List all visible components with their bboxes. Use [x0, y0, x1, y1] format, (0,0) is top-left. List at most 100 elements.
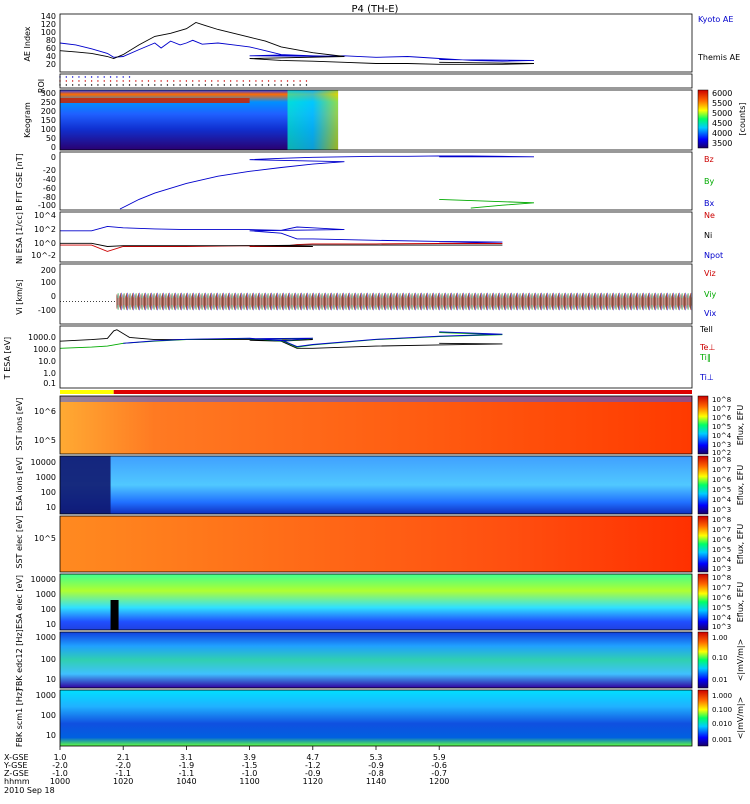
legend-tipar: Ti‖: [699, 353, 711, 362]
roi-dot: [166, 84, 169, 86]
legend-ni: Ni: [704, 231, 712, 240]
roi-dot: [103, 76, 105, 78]
legend-teperp: Te⊥: [699, 343, 715, 352]
roi-dot: [173, 84, 175, 86]
keogram-y-label: Keogram: [23, 102, 32, 138]
roi-dot: [242, 80, 244, 82]
roi-dot: [122, 84, 124, 86]
roi-dot: [90, 80, 93, 82]
fbk1-y-tick: 100: [41, 655, 56, 664]
ae-y-tick: 60: [46, 44, 56, 53]
roi-dot: [65, 76, 68, 78]
fbk2-cbar-tick: 0.010: [712, 720, 732, 728]
keogram-cbar-tick: 5000: [712, 109, 732, 118]
sst-ion-panel: [59, 395, 693, 455]
esa-el-cbar-tick: 10^6: [712, 594, 732, 602]
ae-y-ticks: 140 120 100 80 60 40 20: [41, 12, 56, 69]
roi-dot: [116, 76, 118, 78]
roi-dot: [248, 80, 251, 82]
fbk2-colorbar: [697, 689, 709, 747]
sst-el-spectrogram: [60, 516, 692, 572]
fbk2-y-label: FBK scm1 [Hz]: [15, 689, 24, 747]
esa-el-y-tick: 10: [46, 620, 56, 629]
fbk1-colorbar: [697, 631, 709, 689]
esa-ion-cbar-label: Eflux, EFU: [736, 465, 745, 506]
esa-el-cbar-label: Eflux, EFU: [736, 582, 745, 623]
roi-dot: [274, 84, 276, 86]
mode-strip-fast: [113, 390, 693, 394]
sst-ion-cbar-tick: 10^3: [712, 441, 731, 449]
vi-y-tick: -100: [38, 306, 56, 315]
roi-dot: [255, 80, 257, 82]
esa-el-y-tick: 10000: [31, 575, 56, 584]
roi-dot: [286, 80, 289, 82]
roi-dot: [255, 84, 257, 86]
footer-value: 1120: [303, 777, 323, 786]
esa-ion-cbar-tick: 10^4: [712, 496, 732, 504]
esa-ion-y-tick: 1000: [36, 473, 56, 482]
esa-ion-y-tick: 10: [46, 503, 56, 512]
roi-dot: [217, 80, 219, 82]
bfit-y-tick: -60: [43, 184, 56, 193]
roi-dot: [147, 80, 150, 82]
roi-dot: [71, 80, 74, 82]
sst-el-y-tick: 10^5: [34, 534, 56, 543]
esa-el-y-label: ESA elec [eV]: [15, 575, 24, 629]
vi-y-tick: 100: [41, 278, 56, 287]
roi-dot: [179, 84, 181, 86]
ni-y-tick: 10^0: [34, 239, 56, 248]
sst-ion-cbar-tick: 10^8: [712, 396, 731, 404]
roi-dot: [267, 80, 270, 82]
footer-row-label: Z-GSE: [4, 769, 29, 778]
roi-dot: [78, 76, 80, 78]
ae-series-themis-ae: [59, 22, 535, 65]
roi-dot: [236, 80, 238, 82]
roi-panel: [59, 73, 693, 89]
sst-el-cbar-tick: 10^5: [712, 546, 731, 554]
roi-dot: [71, 76, 74, 78]
footer-value: -0.6: [431, 761, 447, 770]
roi-dot: [198, 84, 200, 86]
fbk2-cbar-tick: 0.001: [712, 736, 732, 744]
roi-dot: [65, 84, 68, 86]
roi-dot: [78, 84, 80, 86]
t-y-ticks: 1000.0 100.0 10.0 1.0 0.1: [28, 333, 56, 388]
fbk1-y-ticks: 1000 100 10: [36, 633, 56, 684]
roi-dot: [261, 80, 263, 82]
bfit-y-ticks: 0 -20 -40 -60 -80 -100: [38, 153, 56, 210]
roi-dot: [84, 80, 86, 82]
esa-el-y-tick: 1000: [36, 590, 56, 599]
keogram-fade: [287, 90, 339, 150]
bfit-panel: [59, 151, 693, 211]
footer-date: 2010 Sep 18: [4, 786, 55, 795]
roi-dot: [90, 76, 93, 78]
legend-bx: Bx: [704, 199, 714, 208]
esa-el-cbar-tick: 10^8: [712, 574, 731, 582]
legend-by: By: [704, 177, 714, 186]
fbk1-cbar-tick: 0.10: [712, 654, 728, 662]
legend-tiperp: Ti⊥: [699, 373, 714, 382]
roi-dot: [71, 84, 74, 86]
vi-y-label: Vi [km/s]: [15, 279, 24, 315]
footer-value: -1.5: [242, 761, 258, 770]
roi-dot: [236, 84, 238, 86]
roi-dot: [97, 84, 99, 86]
footer-value: -1.2: [305, 761, 321, 770]
sst-el-cbar-tick: 10^3: [712, 565, 731, 573]
ae-y-tick: 140: [41, 12, 56, 21]
keogram-y-ticks: 300 250 200 150 100 50 0: [41, 89, 56, 152]
fbk2-y-tick: 10: [46, 731, 56, 740]
footer-value: 5.9: [433, 753, 446, 762]
footer-value: 1200: [429, 777, 449, 786]
roi-dot: [267, 84, 270, 86]
bfit-y-tick: -100: [38, 201, 56, 210]
legend-viy: Viy: [704, 290, 717, 299]
esa-el-y-tick: 100: [41, 605, 56, 614]
ni-series-npot: [60, 242, 503, 247]
roi-dot: [109, 84, 112, 86]
bfit-y-tick: -20: [43, 166, 56, 175]
legend-tell: Tell: [699, 325, 713, 334]
roi-dot: [293, 80, 295, 82]
